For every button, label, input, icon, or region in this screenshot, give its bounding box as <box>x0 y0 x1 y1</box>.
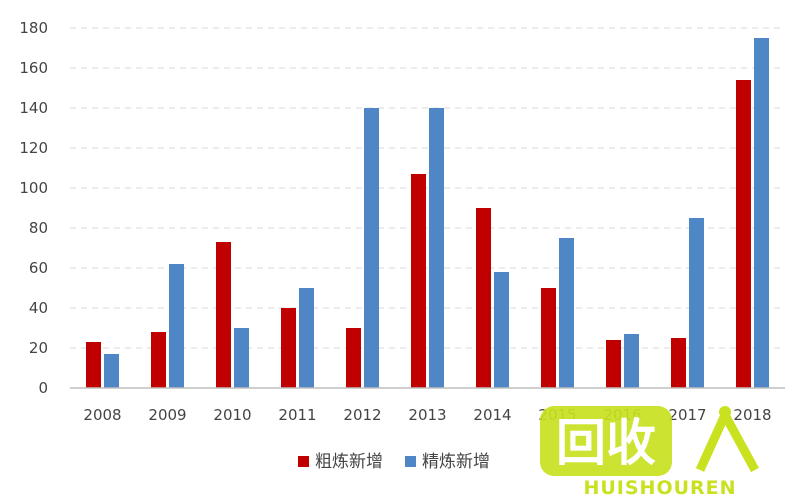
y-tick-label: 100 <box>19 179 48 197</box>
legend-label: 粗炼新增 <box>315 452 383 472</box>
x-tick-label: 2017 <box>668 406 706 424</box>
bar-crude-2017 <box>671 338 686 388</box>
x-tick-label: 2018 <box>733 406 771 424</box>
bar-crude-2010 <box>216 242 231 388</box>
y-tick-label: 140 <box>19 99 48 117</box>
legend: 粗炼新增 精炼新增 <box>298 452 490 472</box>
bar-crude-2016 <box>606 340 621 388</box>
bar-refined-2008 <box>104 354 119 388</box>
x-tick-label: 2014 <box>473 406 511 424</box>
bar-crude-2009 <box>151 332 166 388</box>
y-tick-label: 160 <box>19 59 48 77</box>
x-tick-label: 2012 <box>343 406 381 424</box>
y-axis-ticks: 0 20 40 60 80 100 120 140 160 180 <box>19 19 48 397</box>
y-tick-label: 40 <box>29 299 48 317</box>
bar-crude-2014 <box>476 208 491 388</box>
bar-refined-2011 <box>299 288 314 388</box>
y-tick-label: 20 <box>29 339 48 357</box>
watermark-sub-text: HUISHOUREN <box>583 477 736 499</box>
x-tick-label: 2009 <box>148 406 186 424</box>
y-tick-label: 0 <box>38 379 48 397</box>
bar-crude-2012 <box>346 328 361 388</box>
bar-crude-2008 <box>86 342 101 388</box>
watermark-main-text: 回收 <box>556 414 656 472</box>
bar-crude-2013 <box>411 174 426 388</box>
x-tick-label: 2008 <box>83 406 121 424</box>
bars <box>86 38 769 388</box>
gridlines <box>70 27 785 349</box>
legend-label: 精炼新增 <box>422 452 490 472</box>
bar-refined-2014 <box>494 272 509 388</box>
bar-refined-2015 <box>559 238 574 388</box>
bar-refined-2010 <box>234 328 249 388</box>
y-tick-label: 80 <box>29 219 48 237</box>
bar-crude-2018 <box>736 80 751 388</box>
bar-refined-2018 <box>754 38 769 388</box>
legend-swatch <box>298 456 309 467</box>
bar-refined-2012 <box>364 108 379 388</box>
bar-refined-2013 <box>429 108 444 388</box>
legend-swatch <box>405 456 416 467</box>
x-tick-label: 2011 <box>278 406 316 424</box>
watermark-logo: 回收 HUISHOUREN <box>540 406 759 499</box>
y-tick-label: 120 <box>19 139 48 157</box>
watermark-person-icon <box>695 410 759 473</box>
x-tick-label: 2013 <box>408 406 446 424</box>
bar-crude-2015 <box>541 288 556 388</box>
bar-refined-2016 <box>624 334 639 388</box>
x-tick-label: 2010 <box>213 406 251 424</box>
bar-refined-2017 <box>689 218 704 388</box>
bar-refined-2009 <box>169 264 184 388</box>
bar-crude-2011 <box>281 308 296 388</box>
y-tick-label: 60 <box>29 259 48 277</box>
y-tick-label: 180 <box>19 19 48 37</box>
watermark-head-icon <box>719 406 731 418</box>
